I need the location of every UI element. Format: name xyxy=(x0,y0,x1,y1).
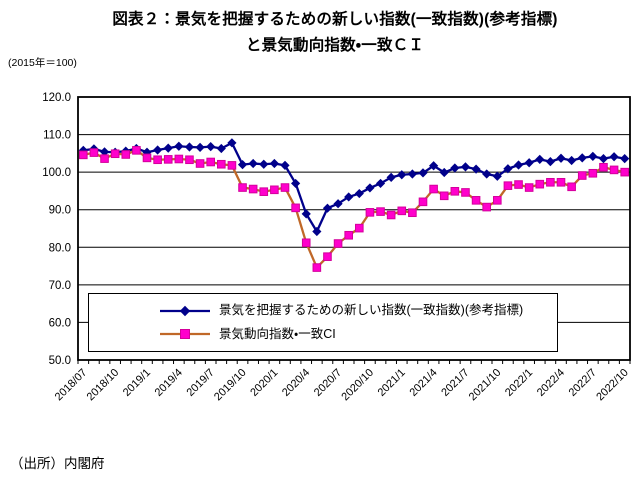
legend-item-ci: 景気動向指数・一致CI xyxy=(159,327,557,341)
svg-text:50.0: 50.0 xyxy=(49,355,71,367)
svg-text:60.0: 60.0 xyxy=(49,317,71,329)
svg-text:2019/4: 2019/4 xyxy=(153,367,185,399)
axis-unit-note: (2015年＝100) xyxy=(8,57,77,69)
svg-text:2021/1: 2021/1 xyxy=(376,367,408,399)
svg-text:90.0: 90.0 xyxy=(49,205,71,217)
svg-text:100.0: 100.0 xyxy=(42,167,71,179)
legend-label-new-index: 景気を把握するための新しい指数(一致指数)(参考指標) xyxy=(219,303,524,318)
svg-text:2021/10: 2021/10 xyxy=(467,367,504,404)
svg-text:80.0: 80.0 xyxy=(49,242,71,254)
svg-text:2022/4: 2022/4 xyxy=(535,367,567,399)
svg-text:2018/07: 2018/07 xyxy=(53,367,90,404)
chart-title-line2: と景気動向指数・一致ＣＩ xyxy=(245,37,425,55)
legend-marker-diamond-icon xyxy=(160,305,210,316)
svg-text:2020/10: 2020/10 xyxy=(339,367,376,404)
svg-text:2021/4: 2021/4 xyxy=(407,367,439,399)
svg-text:110.0: 110.0 xyxy=(43,130,71,142)
chart-title-line1: 図表２：景気を把握するための新しい指数(一致指数)(参考指標) xyxy=(112,11,558,28)
svg-text:2022/10: 2022/10 xyxy=(594,367,631,404)
svg-text:2019/1: 2019/1 xyxy=(121,367,153,399)
source-note: （出所）内閣府 xyxy=(10,456,105,471)
svg-text:120.0: 120.0 xyxy=(42,92,71,104)
chart-legend: 景気を把握するための新しい指数(一致指数)(参考指標) 景気動向指数・一致CI xyxy=(88,293,558,352)
svg-text:70.0: 70.0 xyxy=(49,280,71,292)
svg-text:2020/4: 2020/4 xyxy=(280,367,312,399)
chart-title: 図表２：景気を把握するための新しい指数(一致指数)(参考指標) と景気動向指数・… xyxy=(30,7,640,60)
svg-text:2022/1: 2022/1 xyxy=(503,367,535,399)
legend-item-new-index: 景気を把握するための新しい指数(一致指数)(参考指標) xyxy=(159,304,557,318)
svg-text:2018/10: 2018/10 xyxy=(85,367,122,404)
svg-text:2020/1: 2020/1 xyxy=(248,367,280,399)
svg-text:2019/10: 2019/10 xyxy=(212,367,249,404)
legend-label-ci: 景気動向指数・一致CI xyxy=(219,327,336,342)
legend-marker-square-icon xyxy=(160,329,210,340)
